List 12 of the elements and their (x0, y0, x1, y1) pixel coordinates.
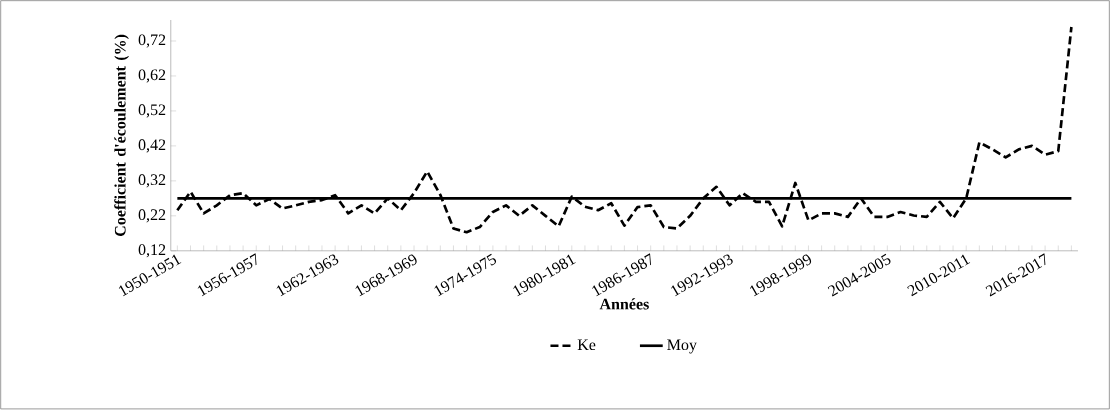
y-tick-label: 0,22 (138, 209, 166, 223)
y-tick-label: 0,42 (138, 139, 166, 153)
y-tick-label: 0,62 (138, 69, 166, 83)
y-tick-label: 0,52 (138, 104, 166, 118)
y-tick-label: 0,32 (138, 174, 166, 188)
x-axis-title: Années (599, 298, 649, 310)
y-axis-title: Coefficient d'écoulement (%) (114, 34, 129, 237)
legend-label: Ke (577, 339, 596, 351)
legend-label: Moy (667, 339, 697, 354)
y-tick-label: 0,12 (138, 244, 166, 258)
line-series (176, 25, 1073, 234)
y-tick-label: 0,72 (138, 34, 166, 48)
